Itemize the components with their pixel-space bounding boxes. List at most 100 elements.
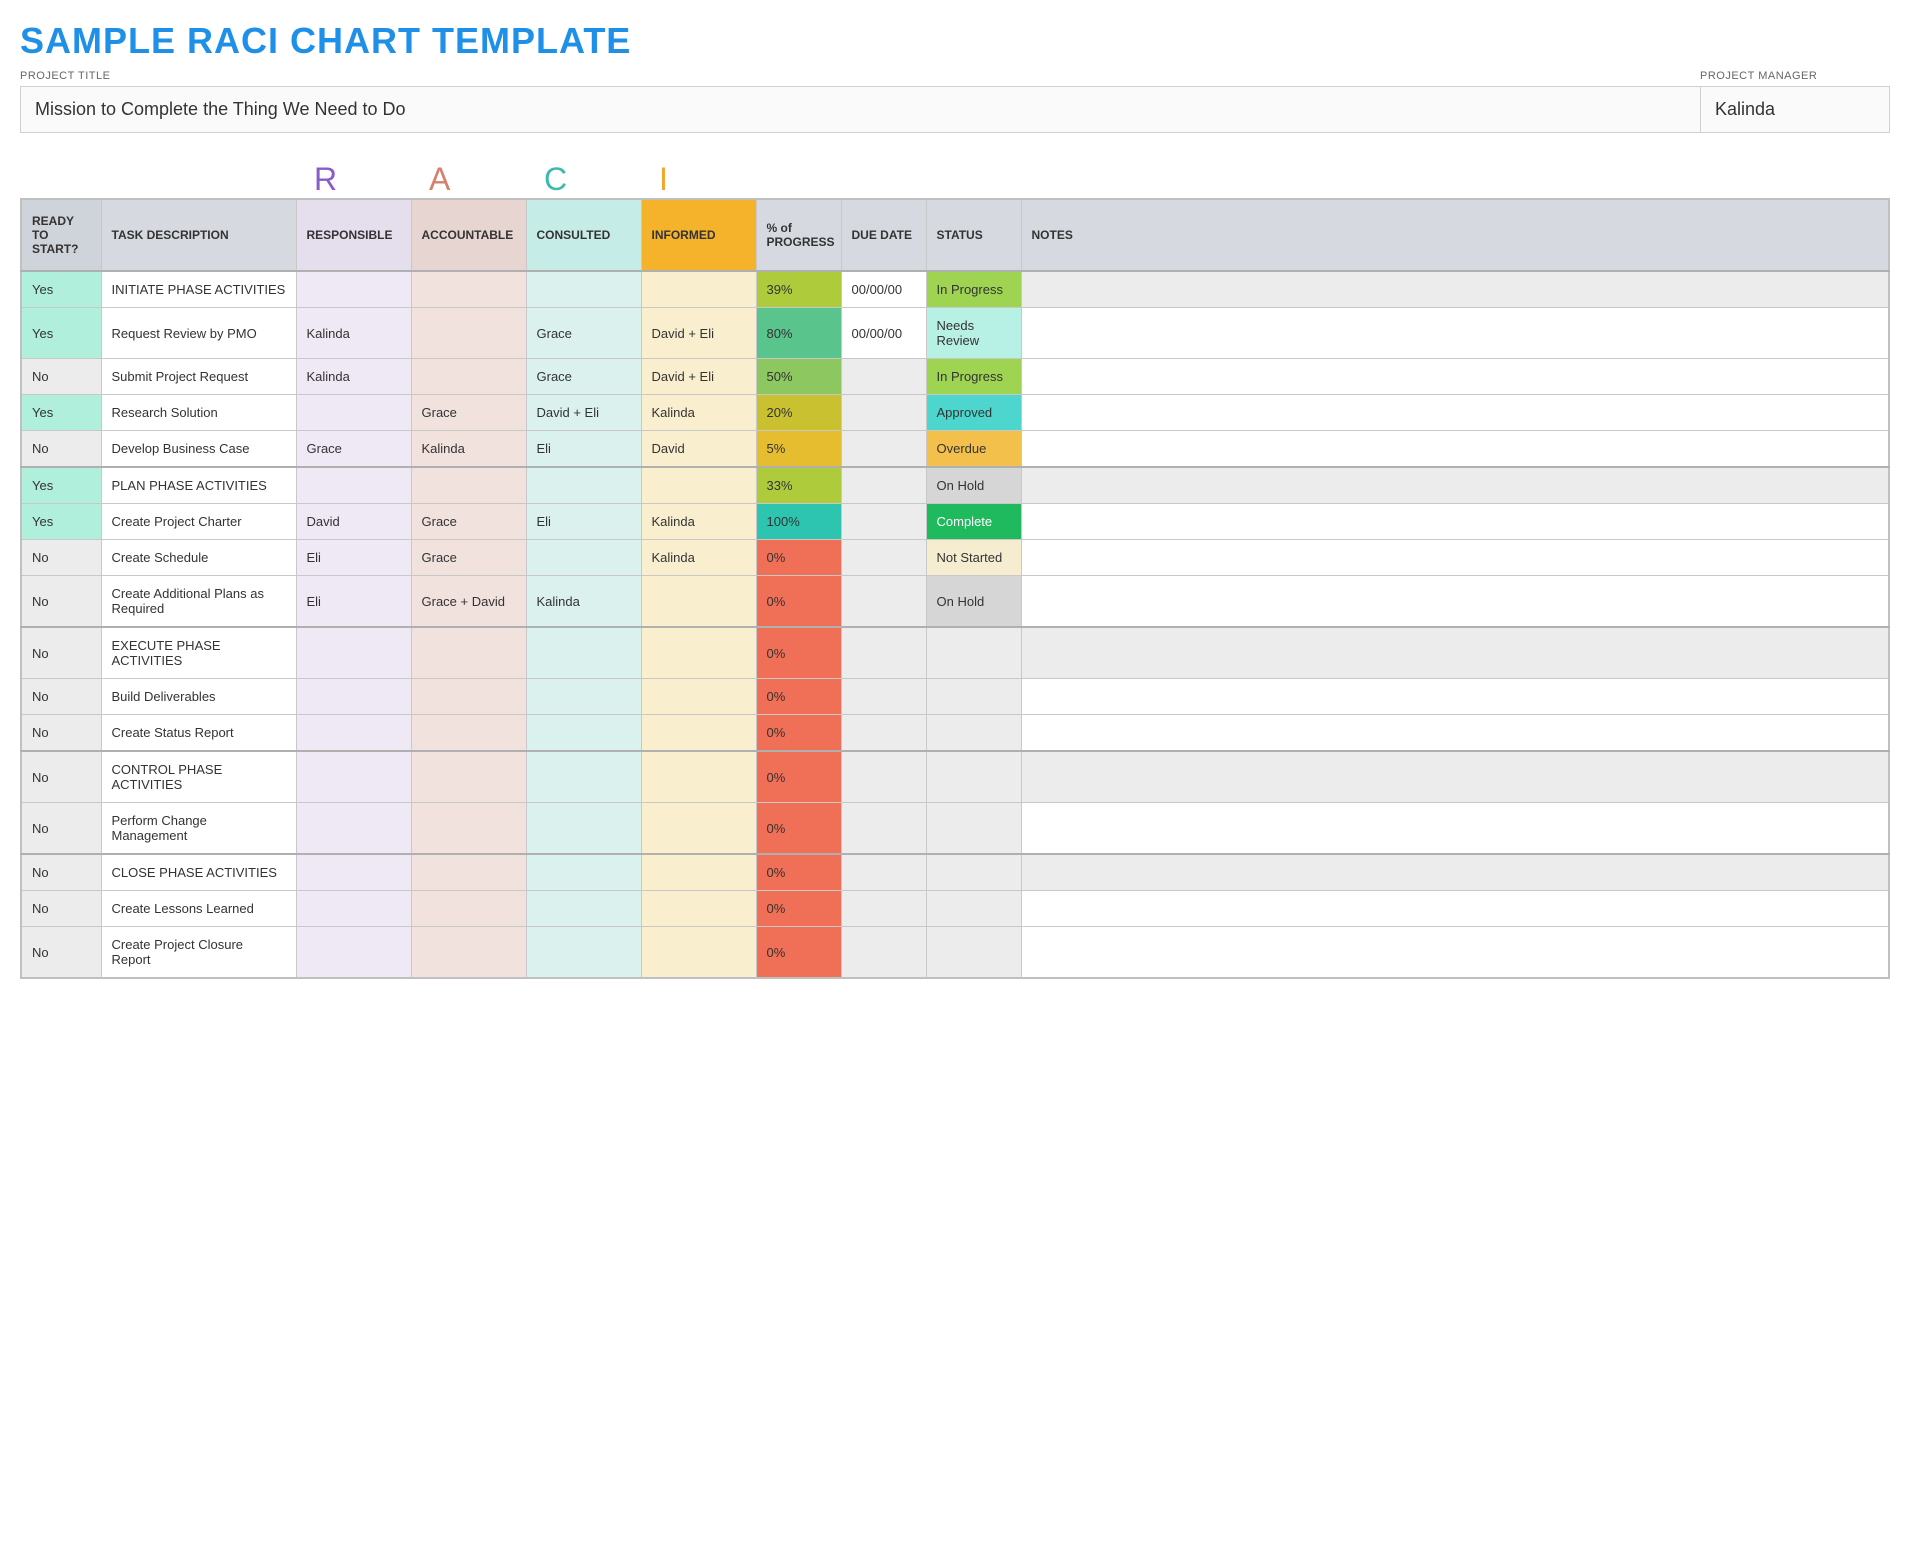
- notes-cell[interactable]: [1021, 927, 1889, 979]
- informed-cell[interactable]: [641, 715, 756, 752]
- informed-cell[interactable]: Kalinda: [641, 504, 756, 540]
- task-cell[interactable]: PLAN PHASE ACTIVITIES: [101, 467, 296, 504]
- task-cell[interactable]: Create Schedule: [101, 540, 296, 576]
- due-cell[interactable]: [841, 679, 926, 715]
- due-cell[interactable]: [841, 627, 926, 679]
- notes-cell[interactable]: [1021, 576, 1889, 628]
- ready-cell[interactable]: No: [21, 431, 101, 468]
- consulted-cell[interactable]: Grace: [526, 308, 641, 359]
- responsible-cell[interactable]: [296, 395, 411, 431]
- notes-cell[interactable]: [1021, 467, 1889, 504]
- task-cell[interactable]: INITIATE PHASE ACTIVITIES: [101, 271, 296, 308]
- status-cell[interactable]: [926, 715, 1021, 752]
- responsible-cell[interactable]: [296, 751, 411, 803]
- task-cell[interactable]: Create Project Charter: [101, 504, 296, 540]
- responsible-cell[interactable]: [296, 854, 411, 891]
- responsible-cell[interactable]: [296, 679, 411, 715]
- notes-cell[interactable]: [1021, 751, 1889, 803]
- status-cell[interactable]: On Hold: [926, 467, 1021, 504]
- status-cell[interactable]: Needs Review: [926, 308, 1021, 359]
- notes-cell[interactable]: [1021, 627, 1889, 679]
- due-cell[interactable]: [841, 891, 926, 927]
- consulted-cell[interactable]: [526, 715, 641, 752]
- accountable-cell[interactable]: [411, 927, 526, 979]
- ready-cell[interactable]: Yes: [21, 271, 101, 308]
- responsible-cell[interactable]: Eli: [296, 540, 411, 576]
- consulted-cell[interactable]: [526, 540, 641, 576]
- ready-cell[interactable]: No: [21, 627, 101, 679]
- task-cell[interactable]: Create Project Closure Report: [101, 927, 296, 979]
- due-cell[interactable]: [841, 715, 926, 752]
- accountable-cell[interactable]: [411, 359, 526, 395]
- status-cell[interactable]: Not Started: [926, 540, 1021, 576]
- notes-cell[interactable]: [1021, 540, 1889, 576]
- responsible-cell[interactable]: David: [296, 504, 411, 540]
- notes-cell[interactable]: [1021, 679, 1889, 715]
- responsible-cell[interactable]: Eli: [296, 576, 411, 628]
- due-cell[interactable]: 00/00/00: [841, 308, 926, 359]
- informed-cell[interactable]: [641, 891, 756, 927]
- consulted-cell[interactable]: [526, 751, 641, 803]
- due-cell[interactable]: [841, 431, 926, 468]
- status-cell[interactable]: [926, 751, 1021, 803]
- informed-cell[interactable]: [641, 927, 756, 979]
- accountable-cell[interactable]: [411, 679, 526, 715]
- status-cell[interactable]: Overdue: [926, 431, 1021, 468]
- task-cell[interactable]: Create Status Report: [101, 715, 296, 752]
- due-cell[interactable]: [841, 540, 926, 576]
- consulted-cell[interactable]: Kalinda: [526, 576, 641, 628]
- accountable-cell[interactable]: [411, 803, 526, 855]
- ready-cell[interactable]: No: [21, 927, 101, 979]
- ready-cell[interactable]: No: [21, 679, 101, 715]
- status-cell[interactable]: [926, 679, 1021, 715]
- ready-cell[interactable]: No: [21, 576, 101, 628]
- notes-cell[interactable]: [1021, 431, 1889, 468]
- consulted-cell[interactable]: [526, 891, 641, 927]
- task-cell[interactable]: Request Review by PMO: [101, 308, 296, 359]
- consulted-cell[interactable]: [526, 627, 641, 679]
- ready-cell[interactable]: No: [21, 540, 101, 576]
- task-cell[interactable]: Perform Change Management: [101, 803, 296, 855]
- informed-cell[interactable]: [641, 751, 756, 803]
- consulted-cell[interactable]: David + Eli: [526, 395, 641, 431]
- task-cell[interactable]: Build Deliverables: [101, 679, 296, 715]
- responsible-cell[interactable]: [296, 627, 411, 679]
- task-cell[interactable]: Research Solution: [101, 395, 296, 431]
- ready-cell[interactable]: No: [21, 803, 101, 855]
- task-cell[interactable]: EXECUTE PHASE ACTIVITIES: [101, 627, 296, 679]
- responsible-cell[interactable]: Grace: [296, 431, 411, 468]
- due-cell[interactable]: [841, 467, 926, 504]
- responsible-cell[interactable]: Kalinda: [296, 308, 411, 359]
- responsible-cell[interactable]: [296, 803, 411, 855]
- project-manager-value[interactable]: Kalinda: [1700, 86, 1890, 133]
- project-title-value[interactable]: Mission to Complete the Thing We Need to…: [20, 86, 1700, 133]
- notes-cell[interactable]: [1021, 715, 1889, 752]
- responsible-cell[interactable]: [296, 467, 411, 504]
- consulted-cell[interactable]: [526, 679, 641, 715]
- informed-cell[interactable]: David + Eli: [641, 359, 756, 395]
- status-cell[interactable]: [926, 627, 1021, 679]
- informed-cell[interactable]: Kalinda: [641, 540, 756, 576]
- responsible-cell[interactable]: [296, 271, 411, 308]
- status-cell[interactable]: [926, 854, 1021, 891]
- accountable-cell[interactable]: Grace + David: [411, 576, 526, 628]
- consulted-cell[interactable]: Grace: [526, 359, 641, 395]
- consulted-cell[interactable]: [526, 271, 641, 308]
- task-cell[interactable]: Create Additional Plans as Required: [101, 576, 296, 628]
- task-cell[interactable]: Create Lessons Learned: [101, 891, 296, 927]
- informed-cell[interactable]: [641, 803, 756, 855]
- consulted-cell[interactable]: [526, 803, 641, 855]
- accountable-cell[interactable]: [411, 627, 526, 679]
- ready-cell[interactable]: No: [21, 854, 101, 891]
- task-cell[interactable]: Submit Project Request: [101, 359, 296, 395]
- notes-cell[interactable]: [1021, 504, 1889, 540]
- notes-cell[interactable]: [1021, 308, 1889, 359]
- status-cell[interactable]: In Progress: [926, 271, 1021, 308]
- task-cell[interactable]: Develop Business Case: [101, 431, 296, 468]
- notes-cell[interactable]: [1021, 271, 1889, 308]
- accountable-cell[interactable]: Grace: [411, 540, 526, 576]
- informed-cell[interactable]: Kalinda: [641, 395, 756, 431]
- ready-cell[interactable]: Yes: [21, 308, 101, 359]
- accountable-cell[interactable]: [411, 715, 526, 752]
- accountable-cell[interactable]: Grace: [411, 395, 526, 431]
